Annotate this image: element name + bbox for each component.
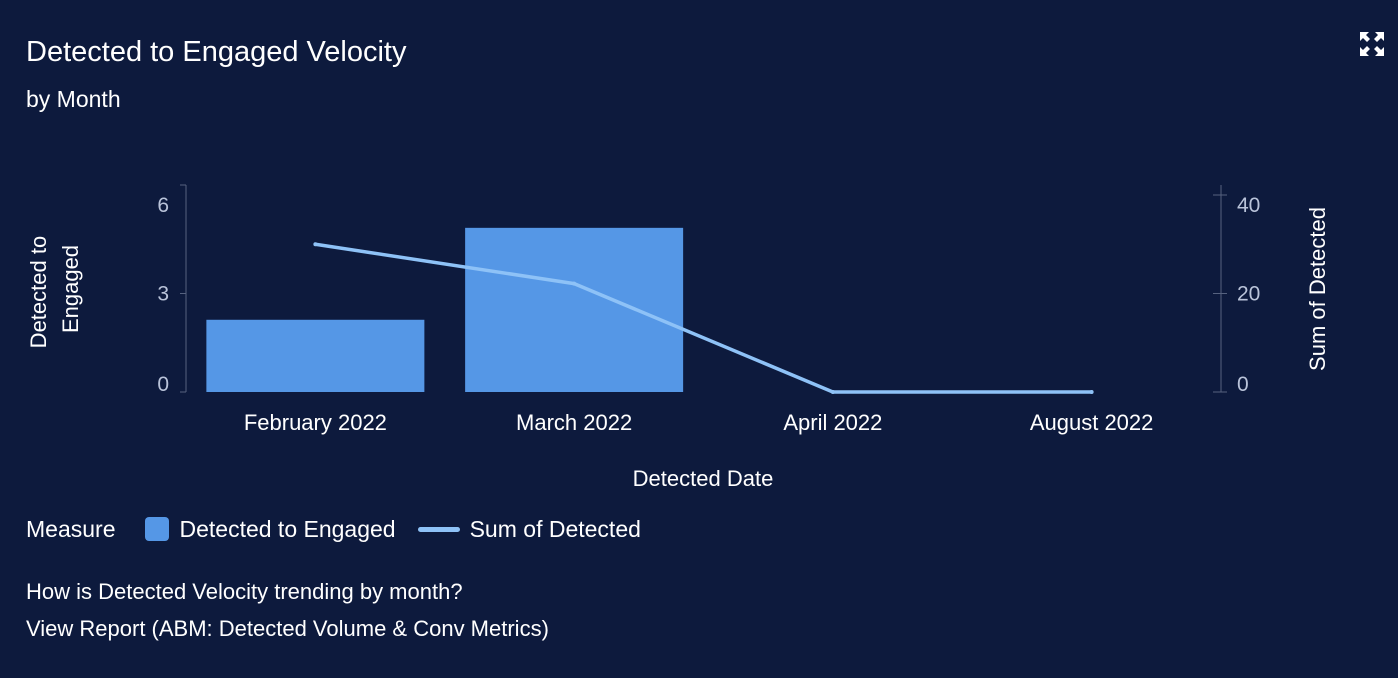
y-right-tick-label: 40	[1237, 194, 1260, 217]
line-point-sum-of-detected[interactable]	[1089, 390, 1094, 394]
line-point-sum-of-detected[interactable]	[572, 281, 577, 286]
chart-footer: How is Detected Velocity trending by mon…	[26, 573, 549, 647]
line-sum-of-detected[interactable]	[313, 242, 1094, 394]
legend-title: Measure	[26, 515, 116, 542]
legend-item-detected-to-engaged[interactable]: Detected to Engaged	[145, 515, 396, 543]
x-tick-label: March 2022	[516, 410, 632, 435]
y-right-tick-label: 20	[1237, 283, 1260, 306]
x-axis-label: Detected Date	[633, 466, 774, 491]
y-left-tick-label: 6	[157, 194, 169, 217]
chart-title: Detected to Engaged Velocity	[26, 36, 407, 68]
x-tick-label: August 2022	[1030, 410, 1154, 435]
y-left-axis-label: Detected to Engaged	[26, 230, 83, 349]
expand-icon[interactable]	[1359, 31, 1385, 57]
x-tick-label: April 2022	[783, 410, 882, 435]
combo-chart: 0 3 6 0 20 40 February 2022 March 2022 April 202…	[26, 184, 1330, 491]
bar-detected-to-engaged[interactable]	[465, 227, 684, 392]
chart-subtitle: by Month	[26, 86, 121, 112]
y-left-tick-label: 0	[157, 373, 169, 396]
legend-item-sum-of-detected[interactable]: Sum of Detected	[417, 515, 641, 543]
legend-label: Detected to Engaged	[179, 515, 396, 542]
line-point-sum-of-detected[interactable]	[313, 242, 318, 247]
footer-question: How is Detected Velocity trending by mon…	[26, 579, 463, 604]
chart-legend: Measure Detected to Engaged Sum of Detec…	[26, 512, 641, 546]
y-right-axis-label: Sum of Detected	[1305, 207, 1330, 371]
line-point-sum-of-detected[interactable]	[830, 390, 835, 394]
y-left-tick-label: 3	[157, 283, 169, 306]
legend-swatch-bar	[145, 517, 170, 541]
x-tick-label: February 2022	[244, 410, 387, 435]
legend-label: Sum of Detected	[469, 515, 641, 542]
y-right-tick-label: 0	[1237, 373, 1249, 396]
legend-swatch-line	[417, 526, 460, 532]
view-report-link[interactable]: View Report (ABM: Detected Volume & Conv…	[26, 616, 549, 641]
bar-detected-to-engaged[interactable]	[206, 319, 425, 392]
